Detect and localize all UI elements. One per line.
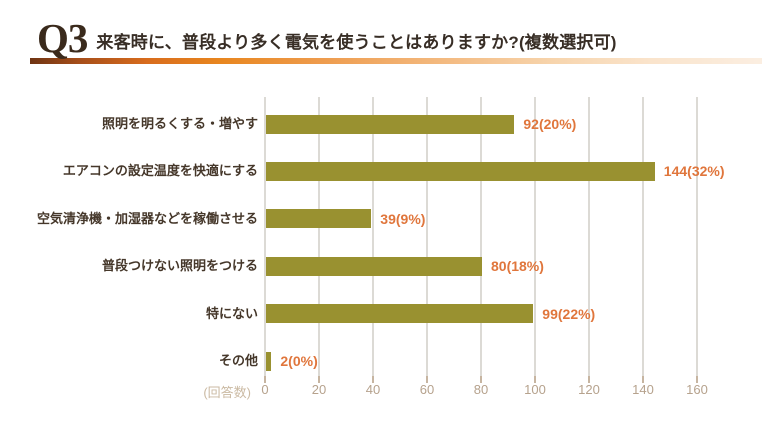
x-gridline: [696, 97, 698, 376]
x-tick-mark: [642, 376, 644, 383]
x-tick-mark: [588, 376, 590, 383]
x-tick-label: 160: [686, 382, 708, 397]
x-tick-mark: [318, 376, 320, 383]
value-label: 99(22%): [542, 305, 596, 322]
x-tick-mark: [426, 376, 428, 383]
bar: [266, 351, 272, 371]
x-tick-label: 60: [419, 382, 435, 397]
category-label: エアコンの設定温度を快適にする: [62, 163, 258, 179]
question-number: Q3: [37, 15, 88, 61]
x-tick-mark: [480, 376, 482, 383]
value-label: 2(0%): [280, 353, 318, 369]
x-tick-mark: [534, 376, 536, 383]
x-tick-label: 100: [524, 382, 546, 397]
x-gridline: [588, 97, 590, 376]
question-title: 来客時に、普段より多く電気を使うことはありますか?(複数選択可): [96, 32, 617, 52]
category-label: 空気清浄機・加湿器などを稼働させる: [36, 210, 258, 226]
x-gridline: [318, 97, 320, 376]
value-label: 80(18%): [491, 258, 544, 275]
category-label: その他: [218, 353, 258, 368]
x-tick-mark: [264, 376, 266, 383]
x-gridline: [534, 97, 536, 376]
question-header: Q3 来客時に、普段より多く電気を使うことはありますか?(複数選択可): [30, 15, 762, 64]
bar: [266, 114, 515, 134]
category-label: 照明を明るくする・増やす: [101, 116, 258, 131]
x-gridline: [480, 97, 482, 376]
value-label: 92(20%): [523, 116, 577, 132]
header-underline-gradient: [30, 57, 762, 64]
x-tick-label: 0: [261, 382, 269, 397]
category-label: 普段つけない照明をつける: [101, 258, 258, 274]
x-tick-label: 40: [365, 382, 381, 397]
x-gridline: [426, 97, 428, 376]
category-label: 特にない: [205, 305, 258, 321]
axis-unit-label: (回答数): [203, 385, 251, 400]
bar: [266, 209, 372, 229]
bar: [266, 304, 534, 324]
bar: [266, 256, 482, 276]
x-tick-mark: [372, 376, 374, 383]
x-tick-label: 80: [473, 382, 489, 397]
x-tick-label: 140: [632, 382, 654, 397]
question-header-row: Q3 来客時に、普段より多く電気を使うことはありますか?(複数選択可): [30, 15, 762, 61]
x-gridline: [642, 97, 644, 376]
value-label: 39(9%): [380, 210, 426, 227]
value-label: 144(32%): [663, 163, 725, 180]
x-gridline: [264, 97, 266, 376]
x-tick-mark: [696, 376, 698, 383]
bar: [266, 161, 655, 181]
x-gridline: [372, 97, 374, 376]
x-tick-label: 120: [578, 382, 600, 397]
x-tick-label: 20: [311, 382, 327, 397]
